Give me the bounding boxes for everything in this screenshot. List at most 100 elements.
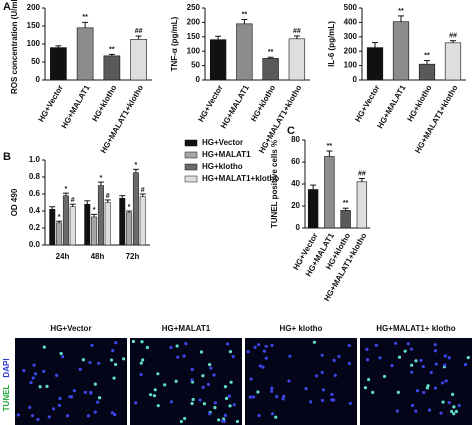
bar — [126, 212, 133, 246]
x-tick-label: HG+klotho — [90, 83, 118, 123]
cell — [97, 396, 102, 400]
cell — [419, 358, 423, 362]
cell — [191, 397, 195, 402]
significance-mark: ## — [449, 33, 457, 40]
significance-mark: # — [106, 193, 110, 200]
y-tick-label: 80 — [291, 135, 300, 144]
y-tick-label: 100 — [344, 61, 358, 70]
cell — [396, 390, 400, 394]
significance-mark: ** — [343, 200, 349, 207]
micrograph — [130, 338, 242, 425]
significance-mark: ** — [327, 143, 333, 150]
significance-mark: ** — [398, 8, 404, 15]
cell — [83, 390, 87, 394]
cell — [209, 366, 213, 370]
cell — [199, 350, 203, 354]
cell — [131, 339, 136, 344]
cell — [447, 401, 451, 405]
cell — [42, 345, 46, 349]
cell — [248, 395, 252, 399]
cell — [156, 404, 160, 408]
cell — [367, 377, 371, 382]
cell — [206, 382, 211, 387]
cell — [443, 354, 447, 358]
cell — [409, 347, 414, 351]
cell — [425, 386, 430, 390]
cell — [36, 417, 40, 422]
cell — [109, 358, 114, 362]
legend-label: HG+Vector — [202, 138, 243, 147]
y-tick-label: 300 — [344, 32, 358, 41]
cell — [140, 340, 144, 344]
significance-mark: # — [71, 197, 75, 204]
significance-mark: ** — [109, 46, 115, 53]
x-tick-label: HG+Vector — [196, 84, 224, 124]
x-tick-label: HG+klotho — [405, 83, 433, 123]
y-tick-label: 200 — [27, 3, 41, 12]
bar — [104, 202, 111, 246]
cell — [443, 363, 447, 367]
cell — [257, 343, 261, 347]
legend-swatch — [184, 151, 198, 159]
bar — [418, 63, 436, 81]
cell — [451, 392, 455, 396]
bar — [340, 210, 351, 229]
cell — [454, 409, 459, 414]
cell — [169, 400, 174, 404]
cell — [466, 356, 470, 360]
bar — [49, 209, 56, 246]
cell — [179, 419, 183, 424]
stain-label: DAPI — [2, 358, 11, 377]
y-tick-label: 400 — [344, 18, 358, 27]
bar — [76, 27, 94, 81]
cell — [93, 382, 97, 386]
cell — [264, 356, 268, 360]
cell — [282, 394, 286, 398]
significance-mark: * — [93, 207, 96, 214]
bar — [262, 58, 279, 81]
significance-mark: ** — [268, 49, 274, 56]
bar — [209, 39, 227, 81]
cell — [93, 410, 97, 414]
cell — [81, 358, 85, 362]
cell — [429, 370, 433, 375]
significance-mark: ## — [293, 28, 301, 35]
legend-label: HG+MALAT1 — [202, 150, 251, 159]
cell — [378, 356, 382, 360]
cell — [463, 362, 468, 367]
cell — [371, 390, 375, 394]
bar — [288, 38, 306, 81]
image-label: HG+MALAT1 — [162, 324, 211, 333]
cell — [457, 403, 461, 408]
y-tick-label: 50 — [31, 57, 40, 66]
cell — [33, 372, 38, 376]
cell — [111, 348, 115, 353]
cell — [31, 414, 35, 418]
cell — [347, 343, 351, 348]
cell — [61, 355, 65, 359]
y-tick-label: 200 — [344, 46, 358, 55]
cell — [249, 377, 253, 381]
cell — [201, 374, 205, 378]
cell — [320, 398, 325, 403]
significance-mark: ## — [135, 28, 143, 35]
legend-swatch — [184, 163, 198, 171]
cell — [227, 394, 232, 398]
x-tick-label: 24h — [56, 252, 70, 261]
cell — [415, 389, 420, 393]
cell — [29, 380, 33, 385]
panel-letter: B — [3, 151, 11, 163]
cell — [86, 414, 91, 418]
cell — [452, 405, 456, 409]
cell — [112, 376, 116, 380]
cell — [439, 411, 443, 415]
cell — [198, 398, 202, 402]
y-tick-label: 40 — [291, 179, 300, 188]
x-tick-label: HG+Vector — [353, 84, 381, 124]
y-tick-label: 0 — [196, 75, 201, 84]
cell — [96, 400, 100, 404]
cell — [42, 369, 46, 373]
cell — [175, 344, 179, 348]
bar — [91, 216, 98, 246]
